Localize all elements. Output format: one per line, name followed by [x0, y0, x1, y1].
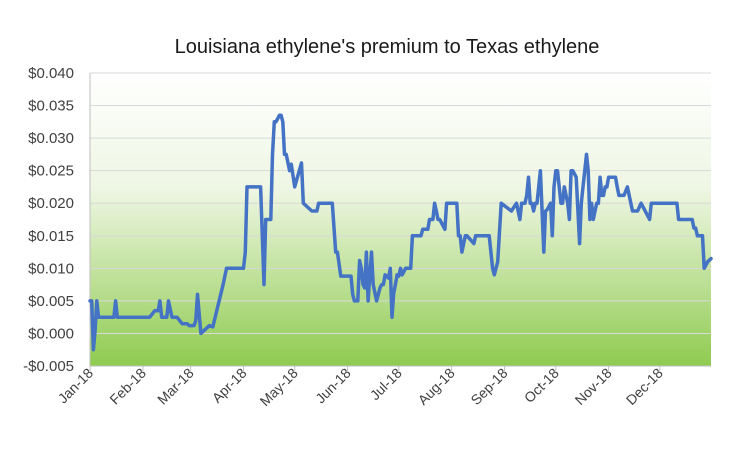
x-tick-label: Sep-18: [467, 365, 510, 408]
y-tick-label: $0.010: [28, 260, 74, 277]
y-tick-label: $0.015: [28, 228, 74, 245]
x-tick-label: Oct-18: [521, 365, 562, 406]
y-tick-label: $0.030: [28, 130, 74, 147]
y-tick-label: $0.025: [28, 163, 74, 180]
x-tick-label: Mar-18: [154, 365, 197, 408]
x-tick-label: Dec-18: [623, 365, 666, 408]
x-axis-tick-labels: Jan-18 Feb-18 Mar-18 Apr-18 May-18 Jun-18 Jul-…: [55, 365, 667, 409]
x-tick-label: May-18: [257, 365, 301, 409]
gridlines: [90, 72, 711, 367]
y-tick-label: $0.035: [28, 98, 74, 115]
y-axis-tick-labels: -$0.005 $0.000 $0.005 $0.010 $0.015 $0.020 $0.…: [23, 65, 74, 375]
y-tick-label: $0.020: [28, 195, 74, 212]
y-tick-label: $0.040: [28, 65, 74, 82]
x-tick-label: Jul-18: [367, 365, 405, 403]
x-tick-label: Feb-18: [106, 365, 149, 408]
y-tick-label: $0.000: [28, 325, 74, 342]
series-group: [88, 113, 713, 352]
x-tick-label: Apr-18: [209, 365, 250, 406]
axes: [89, 73, 711, 371]
y-tick-label: $0.005: [28, 293, 74, 310]
chart-title: Louisiana ethylene's premium to Texas et…: [175, 36, 600, 58]
plot-area-background: [90, 73, 711, 366]
x-tick-label: Nov-18: [572, 365, 615, 408]
series-line: [88, 113, 713, 352]
x-tick-label: Aug-18: [415, 365, 458, 408]
y-tick-label: -$0.005: [23, 358, 74, 375]
x-tick-label: Jun-18: [312, 365, 354, 407]
